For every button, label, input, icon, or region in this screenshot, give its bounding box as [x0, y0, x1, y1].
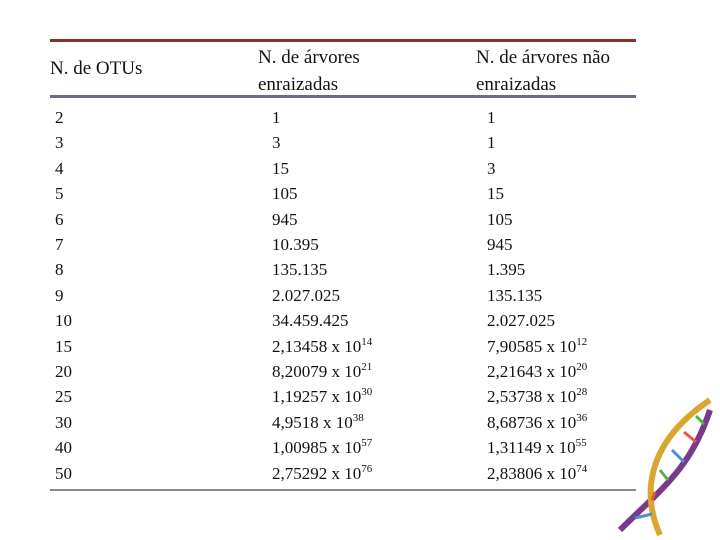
table-cell: 7,90585 x 1012 [487, 334, 587, 360]
mantissa: 1,00985 x 10 [272, 438, 362, 458]
exponent: 20 [576, 361, 588, 373]
mantissa: 7,90585 x 10 [487, 336, 577, 356]
mantissa: 2,13458 x 10 [272, 336, 362, 356]
exponent: 14 [361, 335, 373, 348]
top-rule [50, 39, 636, 42]
table-cell: 25 [55, 387, 72, 407]
table-cell: 2,13458 x 1014 [272, 334, 372, 360]
table-cell: 30 [55, 412, 72, 432]
header-cell: N. de OTUs [50, 58, 143, 79]
table-cell: 1,00985 x 1057 [272, 435, 372, 461]
table-cell: 8,68736 x 1036 [487, 410, 587, 436]
header-cell: N. de árvores não enraizadas [476, 47, 611, 95]
table-cell: 15 [272, 158, 289, 178]
table-cell: 2,83806 x 1074 [487, 461, 587, 487]
table-cell: 1 [487, 133, 496, 153]
table-cell: 9 [55, 285, 64, 305]
table-cell: 1 [487, 108, 496, 127]
table-cell: 8,20079 x 1021 [272, 359, 372, 385]
table-cell: 8 [55, 260, 64, 280]
table-cell: 1.395 [487, 260, 526, 280]
exponent: 21 [361, 361, 373, 373]
bottom-rule [50, 489, 636, 491]
exponent: 36 [576, 411, 588, 424]
table-cell: 2.027.025 [272, 285, 340, 305]
exponent: 12 [576, 335, 588, 348]
mantissa: 1,31149 x 10 [487, 438, 576, 458]
table-cell: 1,19257 x 1030 [272, 384, 372, 410]
table-cell: 945 [272, 209, 298, 229]
table-cell: 4,9518 x 1038 [272, 410, 364, 436]
exponent: 74 [576, 462, 588, 475]
exponent: 55 [575, 437, 587, 450]
mantissa: 2,21643 x 10 [487, 362, 577, 381]
table-cell: 135.135 [487, 285, 543, 305]
mantissa: 2,53738 x 10 [487, 387, 577, 407]
table-cell: 105 [487, 209, 513, 229]
table-cell: 105 [272, 184, 298, 204]
table-cell: 7 [55, 235, 64, 254]
header-cell: N. de árvores enraizadas [258, 47, 360, 95]
mantissa: 1,19257 x 10 [272, 387, 362, 407]
exponent: 76 [361, 462, 373, 475]
table-cell: 15 [487, 184, 504, 204]
table-cell: 40 [55, 438, 72, 458]
table-cell: 1,31149 x 1055 [487, 435, 587, 461]
table-cell: 2,53738 x 1028 [487, 384, 587, 410]
table-cell: 2,21643 x 1020 [487, 359, 587, 385]
table-cell: 34.459.425 [272, 311, 349, 331]
table-cell: 20 [55, 362, 72, 381]
table-cell: 3 [55, 133, 64, 153]
table-cell: 10 [55, 311, 72, 331]
table-cell: 6 [55, 209, 64, 229]
table-cell: 2 [55, 108, 64, 127]
mantissa: 2,83806 x 10 [487, 463, 577, 483]
exponent: 57 [361, 437, 373, 450]
table-cell: 3 [272, 133, 281, 153]
exponent: 38 [352, 411, 364, 424]
dna-decoration [617, 397, 713, 537]
exponent: 30 [361, 386, 373, 399]
table-cell: 15 [55, 336, 72, 356]
table-cell: 1 [272, 108, 281, 127]
table-cell: 4 [55, 158, 64, 178]
table-cell: 135.135 [272, 260, 328, 280]
mantissa: 4,9518 x 10 [272, 412, 353, 432]
table-cell: 5 [55, 184, 64, 204]
table-cell: 50 [55, 463, 72, 483]
table-cell: 3 [487, 158, 496, 178]
table-cell: 2,75292 x 1076 [272, 461, 372, 487]
mantissa: 8,68736 x 10 [487, 412, 577, 432]
table-cell: 10.395 [272, 235, 319, 254]
header-rule [50, 95, 636, 98]
table-cell: 2.027.025 [487, 311, 555, 331]
mantissa: 8,20079 x 10 [272, 362, 362, 381]
mantissa: 2,75292 x 10 [272, 463, 362, 483]
table-cell: 945 [487, 235, 513, 254]
exponent: 28 [576, 386, 588, 399]
